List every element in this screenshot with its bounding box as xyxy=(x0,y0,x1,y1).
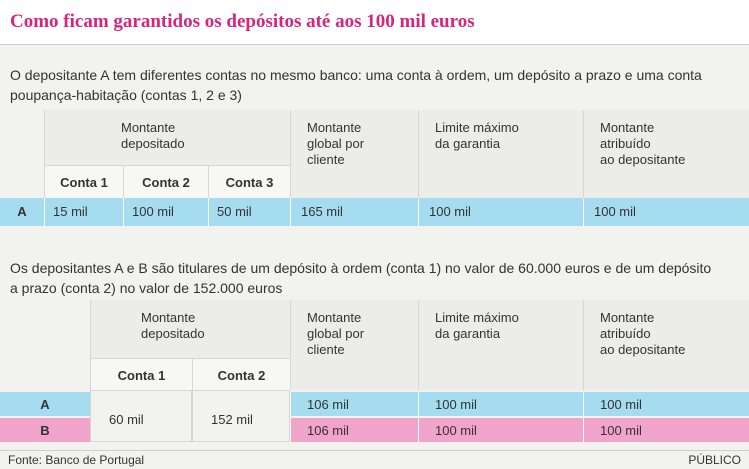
text-line: Limite máximo xyxy=(435,120,519,135)
brand: PÚBLICO xyxy=(688,453,741,467)
text-line: atribuído xyxy=(600,136,651,151)
text-line: depositado xyxy=(121,136,185,151)
text-line: cliente xyxy=(307,152,345,167)
description: Os depositantes A e B são titulares de u… xyxy=(10,258,745,298)
column-header: Limite máximo da garantia xyxy=(418,110,583,198)
account-header: Conta 3 xyxy=(208,165,290,198)
deposit-cell: 50 mil xyxy=(208,198,290,226)
value-cell: 100 mil xyxy=(418,392,583,416)
value-cell: 106 mil xyxy=(290,418,418,442)
text-line: O depositante A tem diferentes contas no… xyxy=(10,67,702,83)
group-header: Montante depositado xyxy=(90,300,290,358)
text-line: Limite máximo xyxy=(435,310,519,325)
deposit-cell: 60 mil xyxy=(90,390,192,442)
deposit-cell: 15 mil xyxy=(44,198,123,226)
text-line: global por xyxy=(307,326,365,341)
text-line: Montante xyxy=(141,310,196,325)
account-header: Conta 1 xyxy=(44,165,123,198)
text-line: Os depositantes A e B são titulares de u… xyxy=(10,260,712,276)
column-header: Montante global por cliente xyxy=(290,300,418,390)
text-line: Montante xyxy=(307,120,362,135)
column-header: Montante atribuído ao depositante xyxy=(583,110,749,198)
value-cell: 100 mil xyxy=(418,198,583,226)
text-line: Montante xyxy=(121,120,176,135)
text-line: ao depositante xyxy=(600,342,686,357)
account-header: Conta 2 xyxy=(123,165,208,198)
deposit-cell: 100 mil xyxy=(123,198,208,226)
source: Fonte: Banco de Portugal xyxy=(8,453,145,467)
text-line: poupança-habitação (contas 1, 2 e 3) xyxy=(10,87,242,103)
text-line: ao depositante xyxy=(600,152,686,167)
column-header: Limite máximo da garantia xyxy=(418,300,583,390)
text-line: Montante xyxy=(600,120,655,135)
text-line: depositado xyxy=(141,326,205,341)
value-cell: 100 mil xyxy=(583,198,749,226)
text-line: a prazo (conta 2) no valor de 152.000 eu… xyxy=(10,280,283,296)
account-header: Conta 2 xyxy=(192,358,290,390)
text-line: Montante xyxy=(600,310,655,325)
account-header: Conta 1 xyxy=(90,358,192,390)
value-cell: 106 mil xyxy=(290,392,418,416)
value-cell: 165 mil xyxy=(290,198,418,226)
description: O depositante A tem diferentes contas no… xyxy=(10,65,745,105)
value-cell: 100 mil xyxy=(418,418,583,442)
text-line: Montante xyxy=(307,310,362,325)
row-label: A xyxy=(0,198,44,226)
text-line: atribuído xyxy=(600,326,651,341)
value-cell: 100 mil xyxy=(583,418,749,442)
text-line: da garantia xyxy=(435,136,501,151)
text-line: cliente xyxy=(307,342,345,357)
value-cell: 100 mil xyxy=(583,392,749,416)
title-band xyxy=(0,0,749,45)
group-header: Montante depositado xyxy=(44,110,290,165)
row-label: A xyxy=(0,392,90,416)
column-header: Montante global por cliente xyxy=(290,110,418,198)
deposit-cell: 152 mil xyxy=(192,390,290,442)
footer-rule xyxy=(0,450,749,451)
text-line: global por xyxy=(307,136,365,151)
row-label: B xyxy=(0,418,90,442)
column-header: Montante atribuído ao depositante xyxy=(583,300,749,390)
text-line: da garantia xyxy=(435,326,501,341)
title: Como ficam garantidos os depósitos até a… xyxy=(10,11,475,32)
